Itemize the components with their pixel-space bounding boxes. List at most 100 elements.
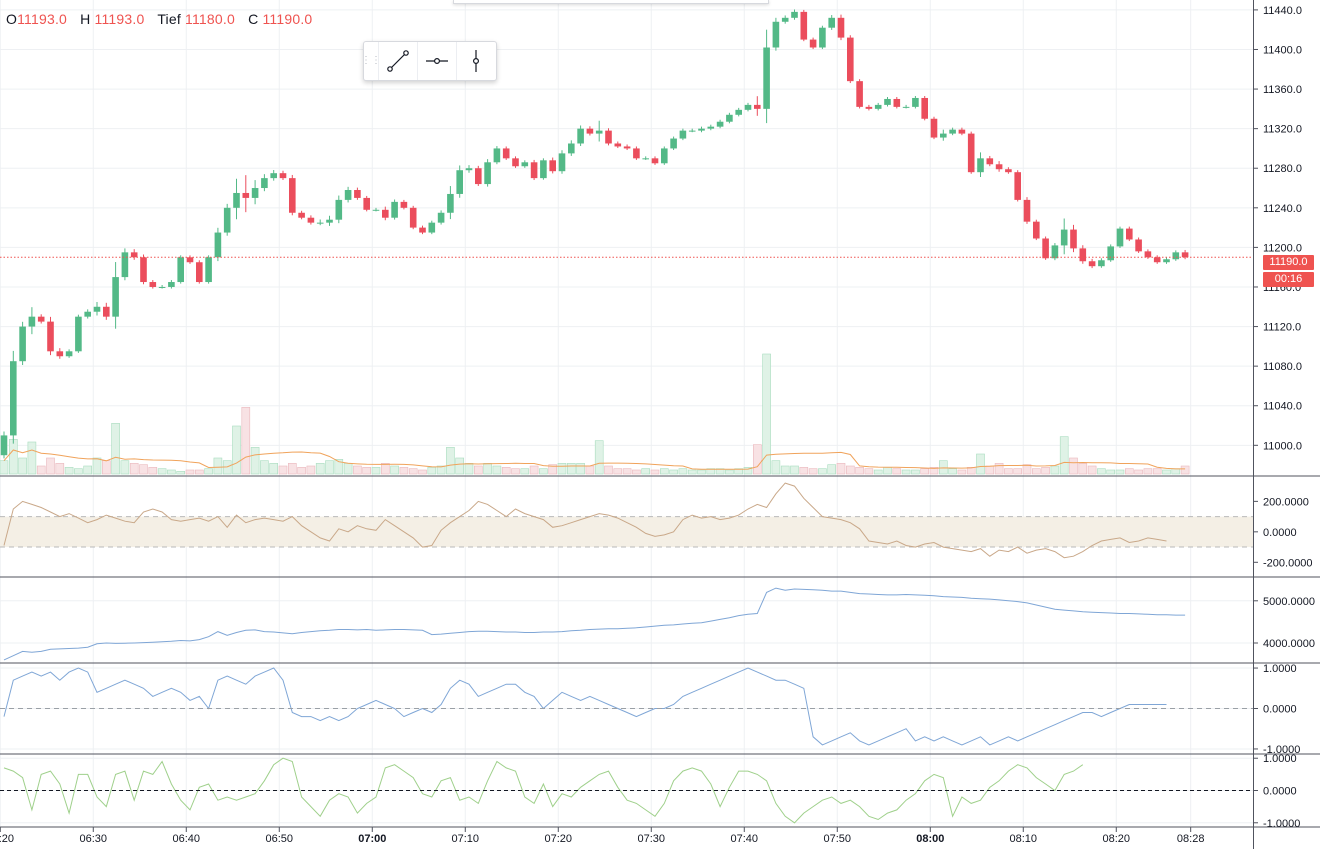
volume-bar <box>938 460 948 475</box>
correlation-line <box>3 667 1167 746</box>
volume-bar <box>362 467 372 475</box>
volume-bar <box>55 463 65 475</box>
volume-bar <box>883 467 892 475</box>
price-tick-label: 11360.0 <box>1263 84 1302 96</box>
candle-body <box>614 143 622 147</box>
volume-bar <box>1097 468 1106 475</box>
candle-body <box>130 252 138 258</box>
close-value: 11190.0 <box>262 11 313 27</box>
candle-body <box>1079 248 1087 262</box>
candle-body <box>912 97 919 107</box>
volume-bar <box>306 465 316 475</box>
time-tick-label: 07:00 <box>358 833 386 845</box>
time-tick-label: 07:20 <box>545 833 573 845</box>
time-tick-label: 08:28 <box>1177 833 1205 845</box>
drag-handle-icon[interactable]: ⋮⋮ <box>361 55 381 66</box>
volume-bar <box>976 453 985 475</box>
candle-body <box>140 257 147 283</box>
candle-body <box>307 217 315 223</box>
candle-body <box>707 126 715 129</box>
volume-bar <box>9 439 18 475</box>
candle-body <box>679 130 687 139</box>
indicator-line <box>3 587 1186 661</box>
candle-body <box>326 219 333 223</box>
time-tick-label: 06:40 <box>173 833 201 845</box>
last-price-badge: 11190.0 <box>1263 255 1314 270</box>
indicator-band <box>0 516 1253 548</box>
volume-bar <box>594 440 604 475</box>
volume-bar <box>269 463 279 475</box>
indicator-tick-label: 0.0000 <box>1263 527 1297 539</box>
candle-body <box>484 162 491 185</box>
volume-bar <box>622 468 632 475</box>
volume-bar <box>157 468 167 475</box>
volume-bar <box>762 353 771 475</box>
volume-bar <box>380 463 390 475</box>
candle-body <box>828 17 835 28</box>
candle-body <box>196 262 203 283</box>
candle-body <box>47 321 54 352</box>
volume-bar <box>287 463 297 475</box>
candle-body <box>781 17 789 22</box>
candle-body <box>65 351 73 357</box>
time-tick-label: 07:40 <box>731 833 759 845</box>
drawing-toolbar: ⋮⋮ <box>361 41 497 81</box>
candle-body <box>1172 252 1180 260</box>
candle-body <box>233 192 240 208</box>
candle-body <box>56 351 64 357</box>
volume-bar <box>241 407 251 475</box>
volume-bar <box>46 457 55 475</box>
volume-bar <box>1106 469 1115 475</box>
time-tick-label: 08:20 <box>1103 833 1131 845</box>
volume-bar <box>371 467 381 475</box>
candle-body <box>642 158 649 160</box>
volume-bar <box>864 468 874 475</box>
volume-bar <box>1134 469 1143 475</box>
candle-body <box>428 222 436 233</box>
candle-body <box>400 201 408 208</box>
volume-bar <box>548 464 558 475</box>
candle-body <box>651 158 659 164</box>
volume-bar <box>102 460 111 475</box>
candle-body <box>577 128 584 144</box>
volume-bar <box>520 468 530 475</box>
volume-bar <box>539 468 548 475</box>
volume-bar <box>818 468 827 475</box>
volume-bar <box>64 467 74 475</box>
volume-bar <box>920 468 930 475</box>
volume-bar <box>790 465 799 475</box>
candle-body <box>530 162 538 179</box>
volume-bar <box>185 469 195 475</box>
trend-line-button[interactable] <box>378 42 417 80</box>
vertical-line-icon <box>473 50 480 72</box>
volume-bar <box>111 423 120 475</box>
candle-body <box>1181 252 1189 258</box>
candle-body <box>298 212 305 218</box>
time-tick-label: 06:30 <box>80 833 108 845</box>
candle-body <box>149 282 157 287</box>
volume-bar <box>687 469 697 475</box>
candle-body <box>735 109 742 115</box>
candle-body <box>819 27 826 48</box>
candle-body <box>168 282 175 287</box>
vertical-line-button[interactable] <box>456 42 495 80</box>
horizontal-ray-button[interactable] <box>417 42 456 80</box>
indicator-tick-label: 4000.0000 <box>1263 638 1315 650</box>
price-tick-label: 11320.0 <box>1263 124 1302 136</box>
volume-bar <box>1013 468 1023 475</box>
volume-bar <box>734 468 744 475</box>
price-tick-label: 11400.0 <box>1263 44 1302 56</box>
indicator-tick-label: 5000.0000 <box>1263 596 1315 608</box>
volume-bar <box>669 469 678 475</box>
candle-body <box>409 207 417 228</box>
candle-body <box>289 178 296 213</box>
candle-body <box>121 252 129 278</box>
candle-body <box>726 114 733 122</box>
candle-body <box>967 133 975 173</box>
volume-bar <box>120 460 130 475</box>
volume-bar <box>557 463 567 475</box>
volume-bar <box>994 463 1004 475</box>
low-value: 11180.0 <box>185 11 235 27</box>
